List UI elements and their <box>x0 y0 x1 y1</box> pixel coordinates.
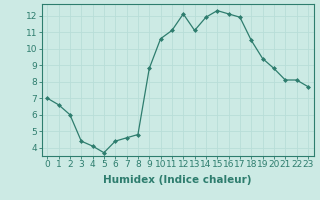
X-axis label: Humidex (Indice chaleur): Humidex (Indice chaleur) <box>103 175 252 185</box>
